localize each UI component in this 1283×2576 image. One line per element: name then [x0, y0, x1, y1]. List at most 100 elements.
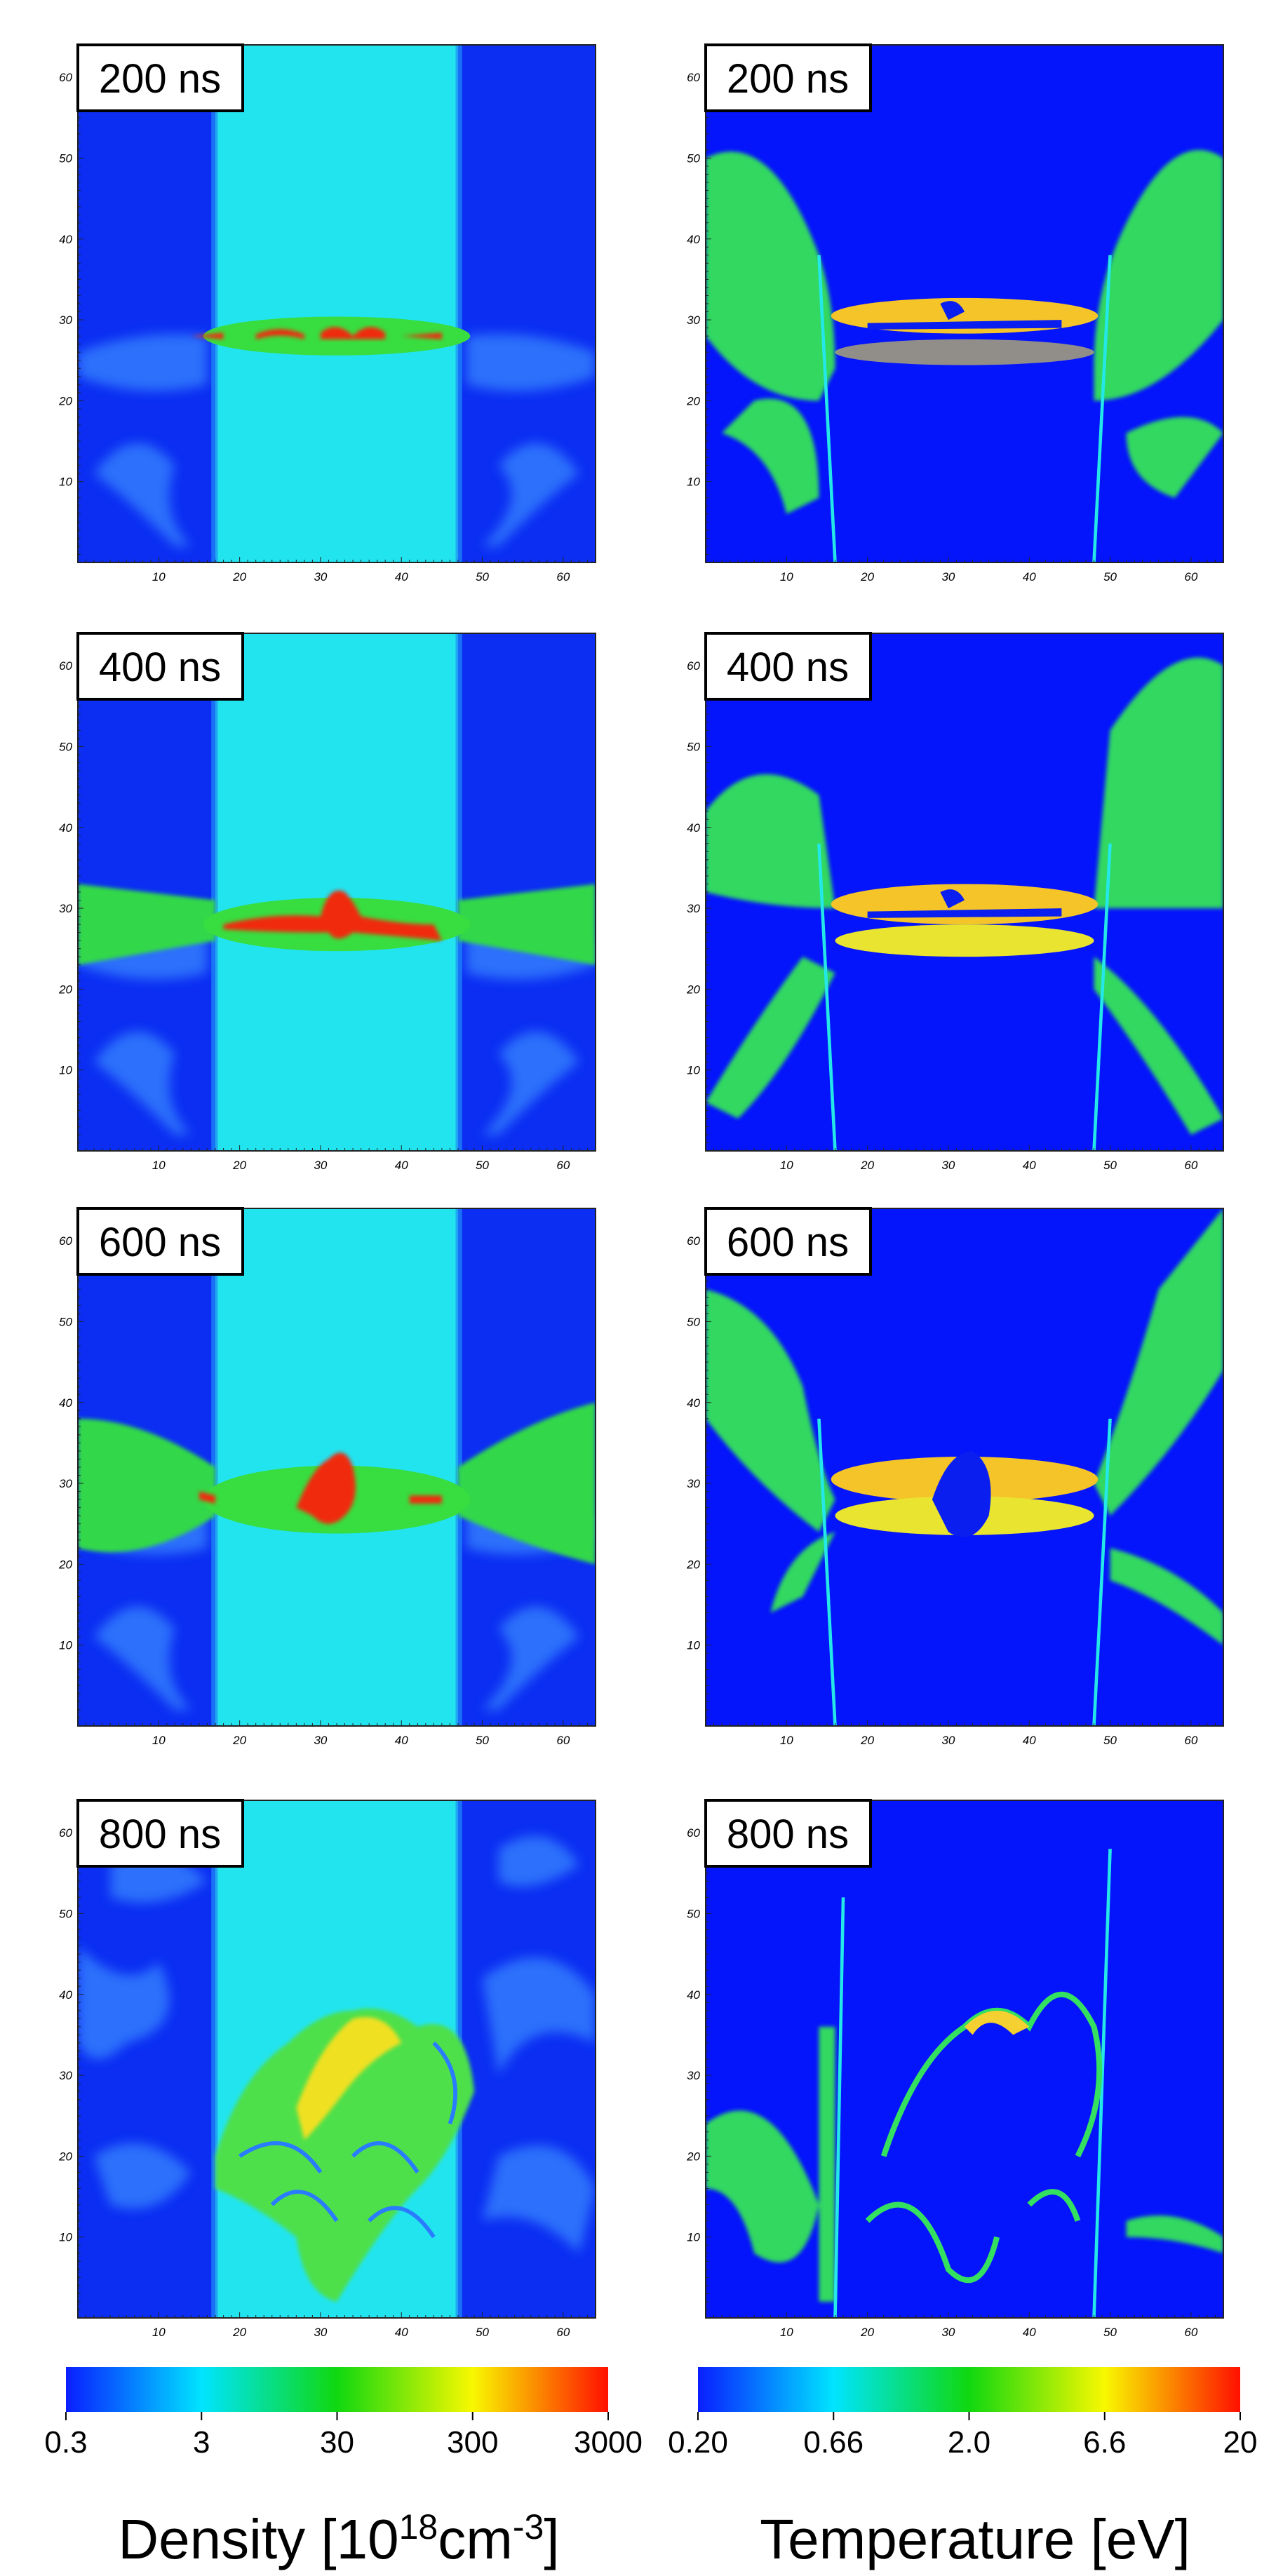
x-tick-label: 40: [395, 1159, 408, 1172]
temperature-axis-label: Temperature [eV]: [760, 2508, 1190, 2570]
time-label-box: [704, 43, 872, 112]
x-tick-label: 40: [1023, 1734, 1036, 1747]
x-tick-label: 10: [152, 570, 166, 584]
shock-line: [817, 255, 1112, 562]
y-tick-label: 40: [687, 1396, 700, 1410]
time-label: 600 ns: [99, 1220, 221, 1265]
y-tick-label: 40: [687, 821, 700, 835]
y-tick-label: 30: [59, 313, 72, 327]
y-tick-label: 30: [687, 2069, 700, 2082]
side-flow: [78, 1402, 596, 1565]
y-tick-label: 30: [59, 1477, 72, 1490]
time-label-box: [704, 1799, 872, 1868]
y-tick-label: 30: [687, 902, 700, 915]
x-tick-label: 60: [1184, 2326, 1197, 2339]
x-tick-label: 60: [556, 1734, 570, 1747]
hot-disk: [831, 884, 1099, 925]
shock-line: [833, 1849, 1112, 2318]
hot-plume: [706, 1208, 1223, 1645]
hot-spot: [191, 327, 442, 339]
time-label: 800 ns: [99, 1812, 221, 1857]
hot-plume: [706, 2026, 1223, 2302]
y-tick-label: 30: [687, 1477, 700, 1490]
time-label: 400 ns: [727, 645, 849, 690]
colorbar-tick-label: 30: [320, 2425, 354, 2460]
label-part: -3: [513, 2507, 544, 2547]
y-tick-label: 20: [58, 983, 72, 996]
time-label: 200 ns: [727, 56, 849, 102]
x-tick-label: 30: [941, 570, 955, 584]
x-tick-label: 60: [556, 570, 570, 584]
x-tick-label: 30: [941, 1734, 955, 1747]
hot-plume: [706, 657, 1223, 1135]
time-label: 600 ns: [727, 1220, 849, 1265]
cold-gaps: [932, 1450, 991, 1537]
y-tick-label: 60: [687, 659, 700, 673]
column-edge: [211, 1800, 218, 2318]
y-tick-label: 40: [59, 1396, 72, 1410]
y-tick-label: 10: [59, 2231, 72, 2244]
x-tick-label: 20: [860, 1734, 874, 1747]
y-tick-label: 10: [59, 1639, 72, 1652]
x-tick-label: 30: [314, 1159, 327, 1172]
colorbar: [698, 2367, 1240, 2412]
hot-plume: [706, 149, 1223, 514]
x-tick-label: 10: [780, 1734, 793, 1747]
density-panel: [78, 633, 596, 1151]
label-part: cm: [438, 2508, 513, 2570]
column-edge: [455, 633, 462, 1151]
lower-disk: [835, 924, 1094, 957]
y-tick-label: 40: [59, 821, 72, 835]
density-panel: [78, 1800, 596, 2318]
x-tick-label: 20: [232, 570, 246, 584]
x-tick-label: 40: [395, 1734, 408, 1747]
time-label-box: [76, 43, 244, 112]
hot-spot: [199, 1452, 442, 1524]
x-tick-label: 20: [232, 2326, 246, 2339]
x-tick-label: 50: [1103, 2326, 1117, 2339]
x-tick-label: 30: [314, 1734, 327, 1747]
time-label-box: [704, 1207, 872, 1276]
filaments: [239, 2041, 458, 2239]
y-tick-label: 50: [687, 740, 700, 753]
colorbar: [66, 2367, 608, 2412]
time-label-box: [76, 632, 244, 701]
x-tick-label: 20: [860, 570, 874, 584]
shock-line: [817, 843, 1112, 1151]
x-tick-label: 50: [476, 1159, 489, 1172]
x-tick-label: 60: [1184, 1159, 1197, 1172]
y-tick-label: 40: [687, 233, 700, 246]
x-tick-label: 50: [476, 570, 489, 584]
x-tick-label: 60: [556, 1159, 570, 1172]
y-tick-label: 30: [59, 2069, 72, 2082]
x-tick-label: 50: [1103, 1159, 1117, 1172]
y-tick-label: 60: [59, 1826, 72, 1840]
y-tick-label: 60: [687, 1234, 700, 1248]
time-label-box: [76, 1207, 244, 1276]
x-tick-label: 60: [556, 2326, 570, 2339]
cold-gaps: [867, 301, 1062, 330]
y-tick-label: 20: [686, 1558, 700, 1571]
temperature-panel: [706, 45, 1223, 562]
y-tick-label: 30: [59, 902, 72, 915]
x-tick-label: 50: [476, 1734, 489, 1747]
y-tick-label: 10: [59, 1064, 72, 1077]
hot-cap: [965, 2010, 1030, 2035]
y-tick-label: 20: [686, 394, 700, 407]
density-panel: [78, 45, 596, 562]
colorbar-tick-label: 2.0: [948, 2425, 990, 2460]
time-label: 200 ns: [99, 56, 221, 102]
colorbar-tick-label: 3: [193, 2425, 210, 2460]
y-tick-label: 20: [58, 2150, 72, 2163]
temperature-panel: [706, 633, 1223, 1151]
turbulent-core: [215, 2008, 475, 2302]
x-tick-label: 40: [1023, 570, 1036, 584]
y-tick-label: 50: [687, 1315, 700, 1328]
colorbar-tick-label: 6.6: [1083, 2425, 1126, 2460]
x-tick-label: 10: [152, 1734, 166, 1747]
y-tick-label: 20: [58, 394, 72, 407]
y-tick-label: 10: [687, 1064, 700, 1077]
y-tick-label: 50: [687, 1907, 700, 1920]
y-tick-label: 10: [687, 1639, 700, 1652]
y-tick-label: 50: [59, 151, 72, 165]
